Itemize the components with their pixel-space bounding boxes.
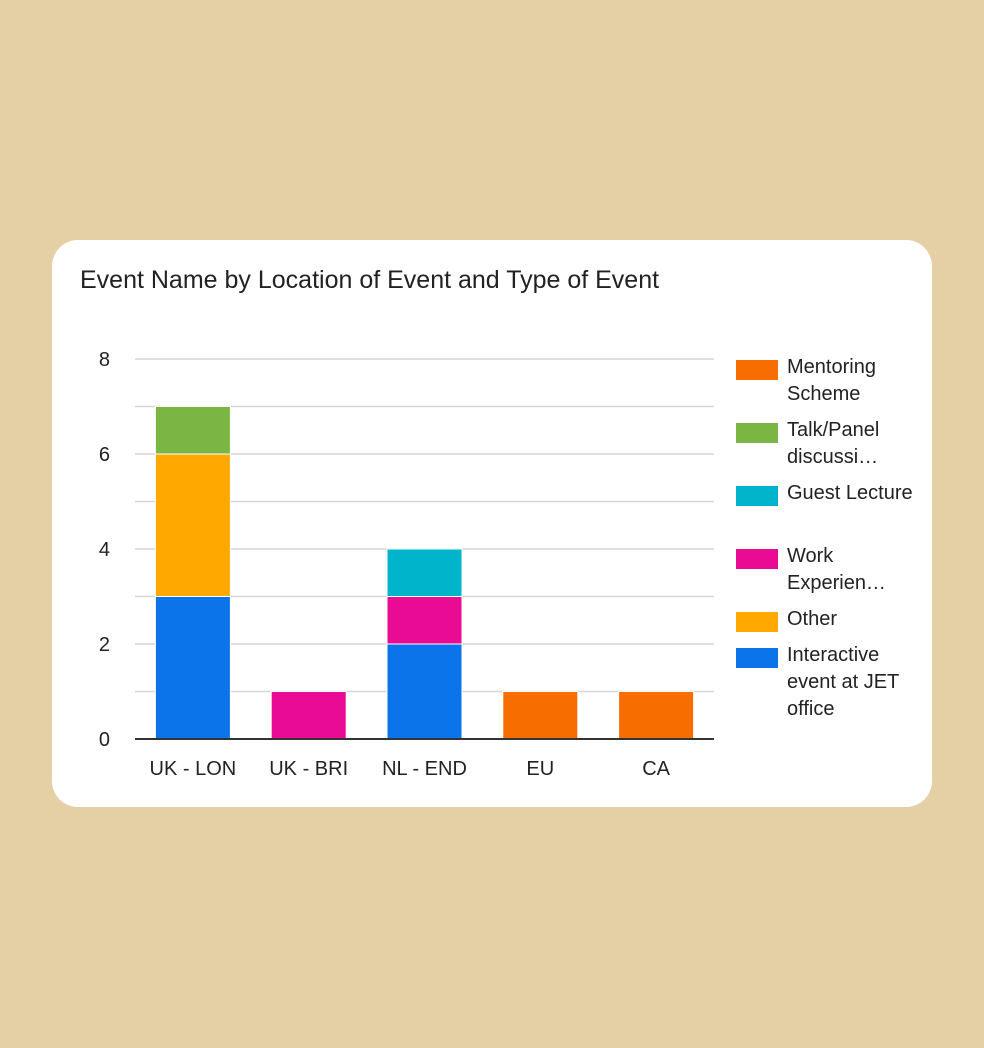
bar-segment [386,548,463,597]
bar-segment [270,691,347,740]
chart-card: Event Name by Location of Event and Type… [52,240,932,807]
legend-label: Work Experien… [787,545,886,594]
bar-chart: 0 2 4 6 8 UK - LON UK - BRI NL - END EU CA [99,349,714,780]
x-tick-label: EU [526,758,554,780]
legend-label: Mentoring Scheme [787,356,876,405]
x-tick-label: UK - BRI [269,758,348,780]
bar-segment [154,596,231,740]
legend-swatch [736,486,778,506]
legend-swatch [736,612,778,632]
x-tick-label: NL - END [382,758,467,780]
legend-swatch [736,423,778,443]
x-tick-label: CA [642,758,670,780]
y-tick-label: 8 [99,349,110,371]
legend-label: Interactive event at JET office [787,644,899,720]
legend-swatch [736,360,778,380]
chart-title: Event Name by Location of Event and Type… [80,266,660,294]
legend-swatch [736,648,778,668]
bar-segment [386,643,463,740]
bar-segment [154,406,231,455]
x-tick-label: UK - LON [150,758,237,780]
bar-segment [154,453,231,597]
legend-label: Other [787,608,838,630]
y-tick-label: 6 [99,444,110,466]
y-tick-label: 4 [99,539,110,561]
bar-segment [502,691,579,740]
bar-segment [386,596,463,645]
y-tick-label: 2 [99,634,110,656]
bar-segment [618,691,695,740]
y-tick-label: 0 [99,729,110,751]
legend-label: Talk/Panel discussi… [787,419,880,468]
legend-swatch [736,549,778,569]
legend-label: Guest Lecture [787,482,913,504]
